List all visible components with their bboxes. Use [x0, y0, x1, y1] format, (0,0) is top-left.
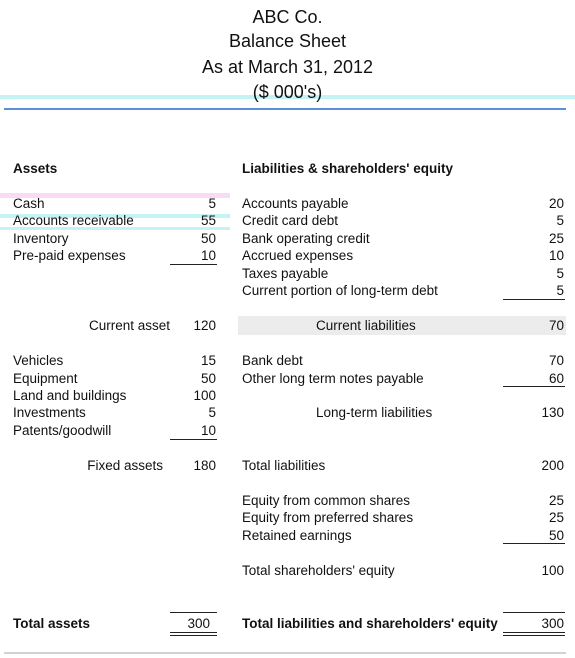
- fixed-assets-value: 180: [193, 458, 216, 473]
- grand-total-value: 300: [541, 616, 564, 631]
- asset-value: 5: [208, 196, 216, 211]
- pink-highlight-band: [0, 193, 230, 198]
- cyan-highlight-band: [0, 214, 230, 218]
- liability-value: 5: [556, 283, 564, 298]
- equity-value: 25: [548, 510, 564, 525]
- liability-value: 60: [548, 371, 564, 386]
- asset-value: 10: [200, 248, 216, 263]
- equity-label: Retained earnings: [242, 528, 352, 543]
- statement-units: ($ 000's): [252, 82, 323, 102]
- liability-label: Taxes payable: [242, 266, 329, 281]
- liability-value: 20: [548, 196, 564, 211]
- asset-value: 100: [193, 388, 216, 403]
- statement-date: As at March 31, 2012: [201, 57, 374, 77]
- liability-label: Credit card debt: [242, 213, 339, 228]
- double-underline: [503, 635, 565, 636]
- current-liabilities-band: [238, 316, 566, 335]
- subtotal-rule: [503, 543, 565, 544]
- double-underline: [170, 632, 217, 633]
- liability-label: Current portion of long-term debt: [242, 283, 438, 298]
- liability-label: Accrued expenses: [242, 248, 354, 263]
- assets-heading: Assets: [13, 161, 58, 176]
- total-liabilities-value: 200: [541, 458, 564, 473]
- liability-value: 5: [556, 213, 564, 228]
- longterm-liabilities-label: Long-term liabilities: [316, 405, 433, 420]
- asset-label: Vehicles: [13, 353, 64, 368]
- asset-label: Equipment: [13, 371, 78, 386]
- equity-total-label: Total shareholders' equity: [242, 563, 395, 578]
- liability-value: 25: [548, 231, 564, 246]
- double-underline: [170, 635, 217, 636]
- liability-label: Accounts payable: [242, 196, 349, 211]
- asset-value: 50: [200, 371, 216, 386]
- double-underline: [503, 632, 565, 633]
- asset-label: Cash: [13, 196, 45, 211]
- asset-label: Accounts receivable: [13, 213, 134, 228]
- bottom-rule: [4, 652, 566, 654]
- liability-label: Other long term notes payable: [242, 371, 424, 386]
- liability-value: 5: [556, 266, 564, 281]
- equity-label: Equity from common shares: [242, 493, 411, 508]
- liability-value: 10: [548, 248, 564, 263]
- liability-label: Bank debt: [242, 353, 303, 368]
- equity-value: 25: [548, 493, 564, 508]
- total-rule: [503, 612, 565, 613]
- liability-label: Bank operating credit: [242, 231, 370, 246]
- asset-value: 10: [200, 423, 216, 438]
- cyan-highlight-band: [0, 95, 575, 99]
- company-name: ABC Co.: [252, 7, 323, 27]
- asset-value: 50: [200, 231, 216, 246]
- subtotal-rule: [503, 386, 565, 387]
- total-assets-value: 300: [187, 616, 210, 631]
- asset-value: 5: [208, 405, 216, 420]
- liabilities-heading: Liabilities & shareholders' equity: [242, 161, 454, 176]
- asset-value: 55: [200, 213, 216, 228]
- liability-value: 70: [548, 353, 564, 368]
- total-rule: [170, 612, 217, 613]
- cyan-highlight-band: [0, 227, 230, 230]
- header-rule: [4, 108, 566, 110]
- current-liabilities-label: Current liabilities: [316, 318, 416, 333]
- total-liabilities-label: Total liabilities: [242, 458, 326, 473]
- total-assets-label: Total assets: [13, 616, 91, 631]
- asset-label: Patents/goodwill: [13, 423, 112, 438]
- current-liabilities-value: 70: [548, 318, 564, 333]
- asset-value: 15: [200, 353, 216, 368]
- current-assets-label: Current asset: [88, 318, 170, 333]
- asset-label: Land and buildings: [13, 388, 127, 403]
- equity-total-value: 100: [541, 563, 564, 578]
- asset-label: Pre-paid expenses: [13, 248, 126, 263]
- equity-value: 50: [548, 528, 564, 543]
- fixed-assets-label: Fixed assets: [87, 458, 163, 473]
- asset-label: Investments: [13, 405, 86, 420]
- longterm-liabilities-value: 130: [541, 405, 564, 420]
- current-assets-value: 120: [193, 318, 216, 333]
- subtotal-rule: [170, 439, 217, 440]
- subtotal-rule: [170, 264, 217, 265]
- subtotal-rule: [503, 299, 565, 300]
- asset-label: Inventory: [13, 231, 69, 246]
- statement-title: Balance Sheet: [228, 31, 347, 51]
- equity-label: Equity from preferred shares: [242, 510, 414, 525]
- grand-total-label: Total liabilities and shareholders' equi…: [242, 616, 498, 631]
